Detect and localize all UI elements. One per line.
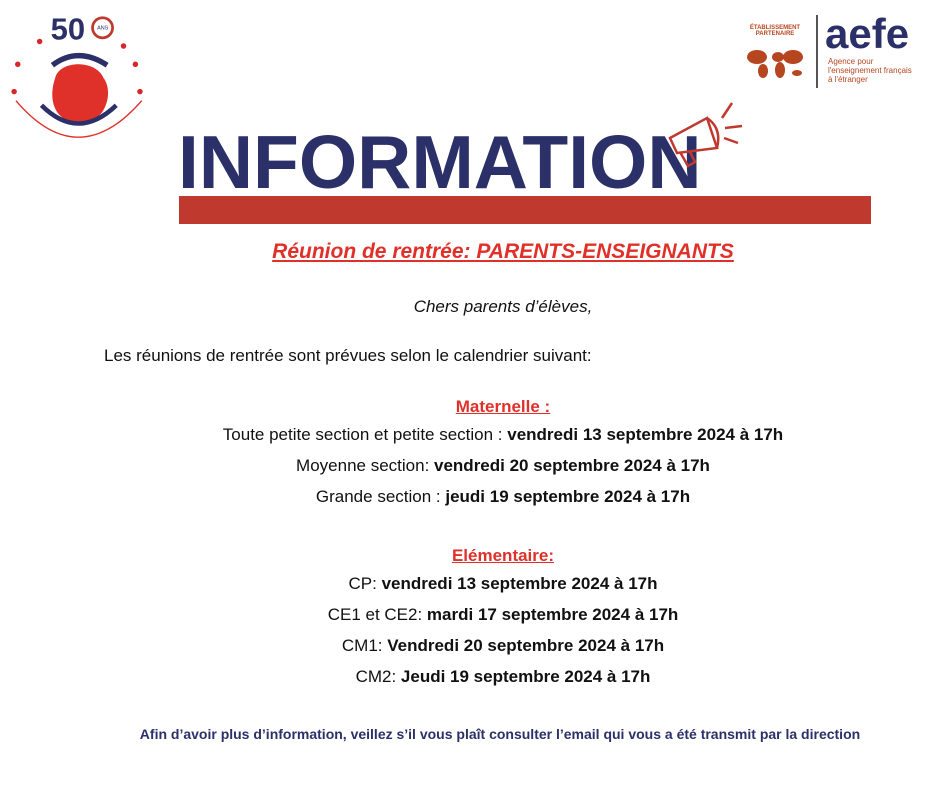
section-heading-elementaire: Elémentaire:	[451, 546, 555, 565]
aefe-logo: aefe	[825, 10, 910, 57]
intro-text: Les réunions de rentrée sont prévues sel…	[104, 346, 592, 365]
anniversary-number: 50	[51, 12, 85, 47]
world-map-icon	[747, 50, 803, 78]
schedule-line: CM1: Vendredi 20 septembre 2024 à 17h	[341, 636, 665, 655]
partner-label: ÉTABLISSEMENT PARTENAIRE	[749, 25, 801, 37]
title-bar	[179, 196, 871, 224]
divider	[816, 15, 818, 88]
anniversary-unit: ANS	[97, 26, 109, 32]
subtitle: Réunion de rentrée: PARENTS-ENSEIGNANTS	[272, 240, 734, 263]
schedule-line: Moyenne section: vendredi 20 septembre 2…	[296, 456, 710, 475]
schedule-line: CM2: Jeudi 19 septembre 2024 à 17h	[355, 667, 651, 686]
section-heading-maternelle: Maternelle :	[455, 397, 551, 416]
schedule-line: CE1 et CE2: mardi 17 septembre 2024 à 17…	[327, 605, 679, 624]
schedule-line: Toute petite section et petite section :…	[222, 425, 784, 444]
aefe-tagline: Agence pour l'enseignement français à l'ét…	[828, 57, 912, 84]
greeting: Chers parents d’élèves,	[413, 297, 593, 316]
megaphone-icon	[668, 102, 743, 168]
schedule-line: CP: vendredi 13 septembre 2024 à 17h	[348, 574, 658, 593]
page-title: INFORMATION	[178, 120, 702, 204]
footer-note: Afin d’avoir plus d’information, veillez…	[139, 726, 861, 742]
school-logo: 50 ANS	[11, 12, 143, 138]
schedule-line: Grande section : jeudi 19 septembre 2024…	[315, 487, 691, 506]
